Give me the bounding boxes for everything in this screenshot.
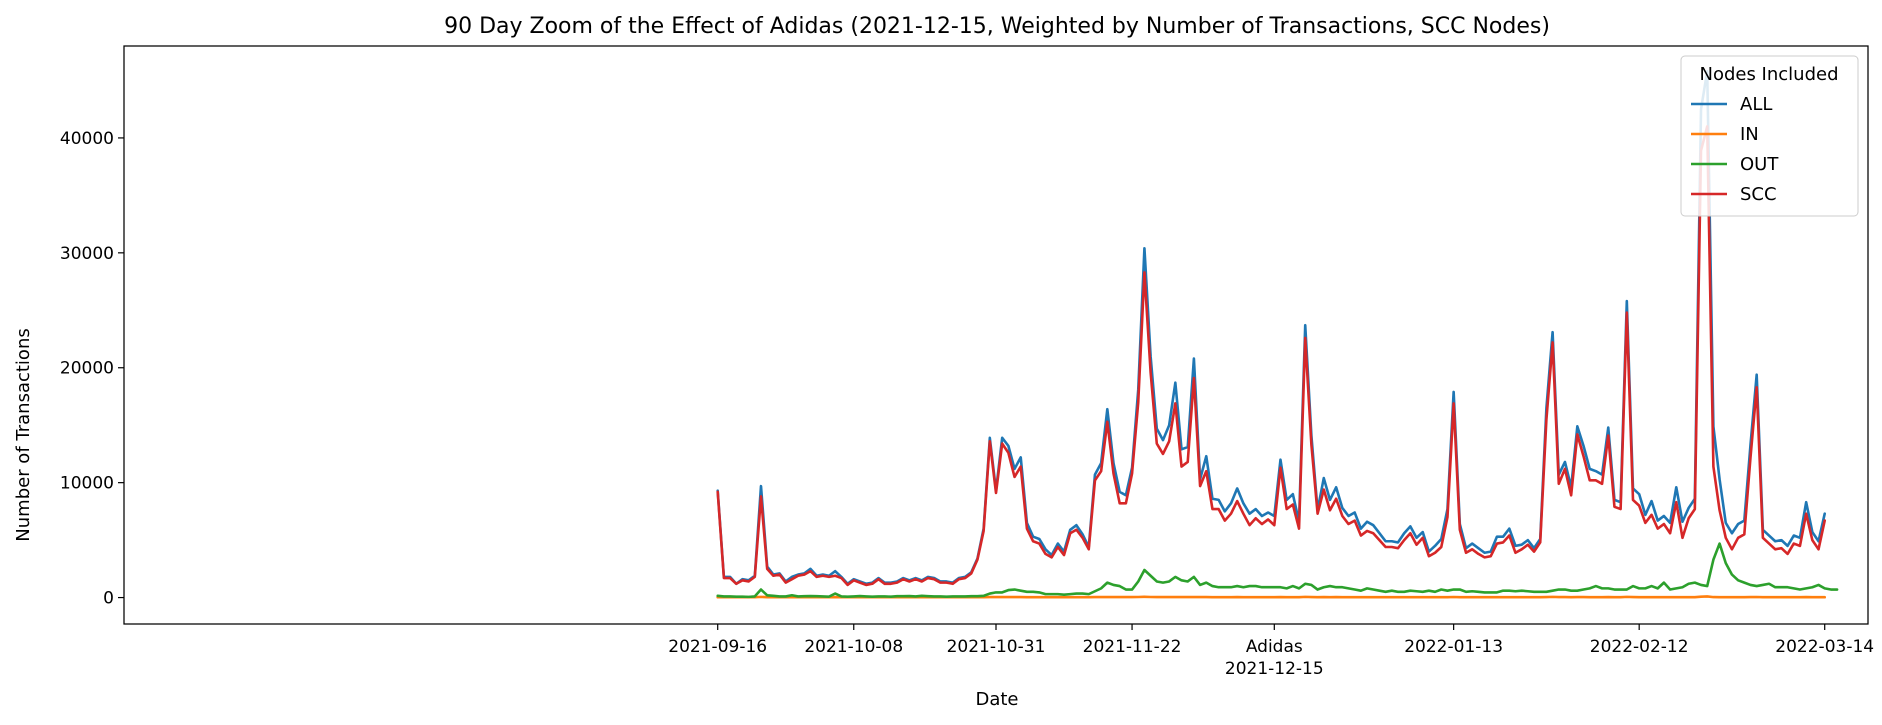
- y-axis: 0 10000 20000 30000 40000: [60, 129, 124, 609]
- x-tick-label: 2021-09-16: [668, 637, 767, 657]
- x-tick-label: 2022-03-14: [1775, 637, 1874, 657]
- x-tick-label-secondary: 2021-12-15: [1225, 659, 1324, 679]
- x-tick-label: 2021-11-22: [1083, 637, 1182, 657]
- y-tick-label: 10000: [60, 474, 114, 494]
- y-axis-title: Number of Transactions: [13, 328, 34, 541]
- x-tick-label: 2022-02-12: [1590, 637, 1689, 657]
- x-tick-label: 2021-10-08: [804, 637, 903, 657]
- series-line-all: [716, 69, 1827, 586]
- legend-label-in: IN: [1740, 124, 1759, 145]
- x-axis: 2021-09-16 2021-10-08 2021-10-31 2021-11-22…: [668, 624, 1874, 679]
- legend: Nodes Included ALL IN OUT SCC: [1680, 55, 1859, 217]
- y-tick-label: 20000: [60, 359, 114, 379]
- plot-series-group: [716, 69, 1839, 599]
- x-tick-label: 2022-01-13: [1404, 637, 1503, 657]
- y-tick-label: 0: [103, 589, 114, 609]
- legend-label-out: OUT: [1740, 154, 1779, 175]
- y-tick-label: 40000: [60, 129, 114, 149]
- plot-frame: [123, 45, 1869, 625]
- legend-label-scc: SCC: [1740, 184, 1777, 205]
- legend-label-all: ALL: [1740, 94, 1772, 115]
- legend-title: Nodes Included: [1699, 64, 1838, 85]
- series-line-out: [716, 542, 1839, 599]
- series-line-scc: [716, 125, 1827, 587]
- x-axis-title: Date: [975, 689, 1018, 710]
- legend-frame: [1680, 55, 1859, 217]
- x-tick-label: Adidas: [1246, 637, 1303, 657]
- x-tick-label: 2021-10-31: [947, 637, 1046, 657]
- y-tick-label: 30000: [60, 244, 114, 264]
- chart-title: 90 Day Zoom of the Effect of Adidas (202…: [444, 14, 1550, 39]
